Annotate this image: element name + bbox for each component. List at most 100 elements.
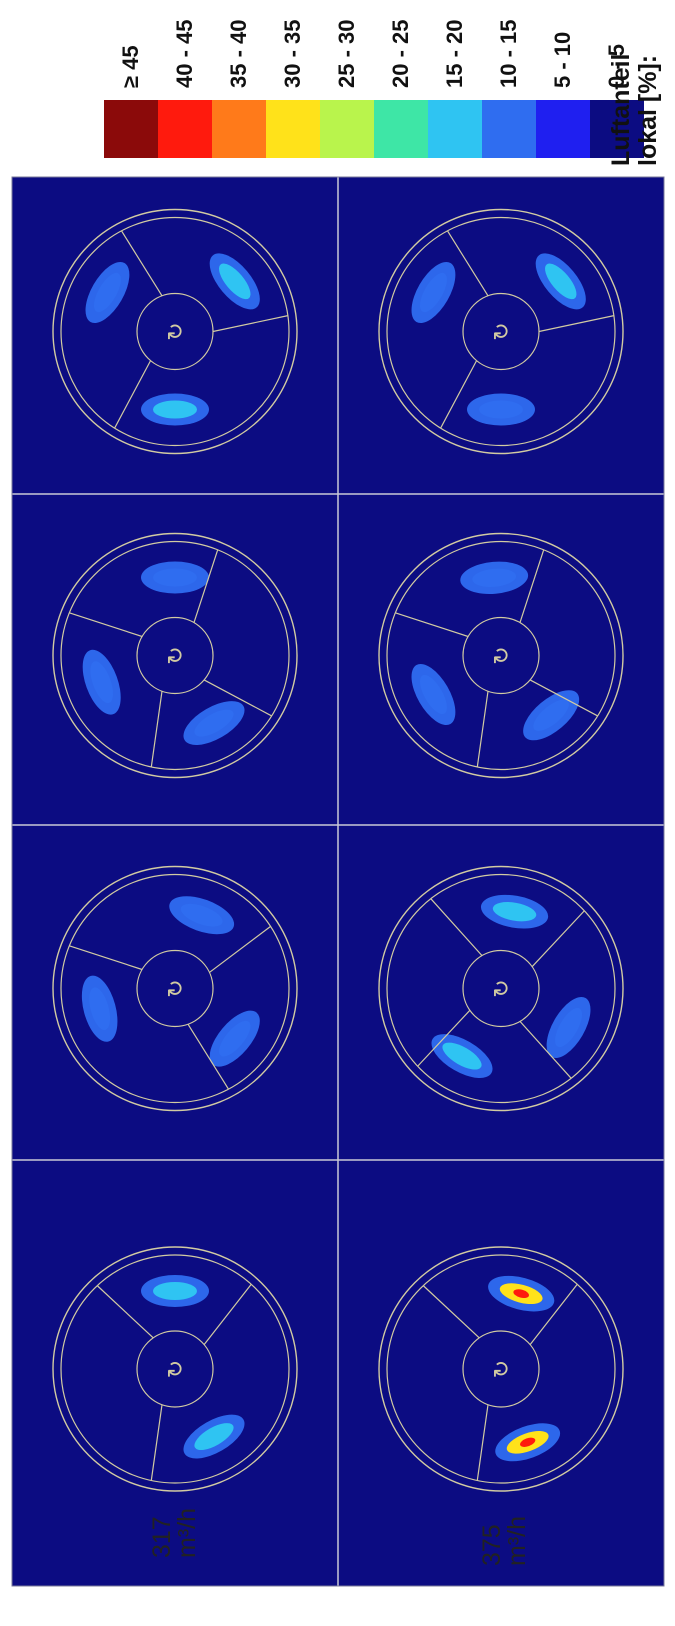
- rotation-direction-icon: ↻: [164, 979, 189, 997]
- impeller-panel-r2-c4: ↻: [378, 1246, 624, 1492]
- air-zone: [194, 709, 234, 737]
- blade-line: [120, 230, 163, 297]
- air-zone: [219, 263, 251, 300]
- legend-class-label: 35 - 40: [226, 19, 251, 89]
- blade-line: [150, 1404, 163, 1481]
- housing-outer-circle: [52, 532, 298, 779]
- blade-line: [150, 691, 163, 768]
- legend-title-line2: lokal [%]:: [634, 54, 662, 166]
- air-zone: [492, 902, 537, 922]
- panel-grid-border: [11, 176, 665, 1587]
- housing-outer-circle: [52, 208, 298, 455]
- blade-line: [538, 315, 615, 333]
- legend-swatch: [320, 100, 374, 158]
- legend-swatch: [482, 100, 536, 158]
- housing-inner-circle: [60, 540, 290, 771]
- row-label-317: 317 m³/h: [148, 1508, 201, 1558]
- impeller-panel-r2-c3: ↻: [378, 865, 624, 1112]
- air-zone-core: [520, 1437, 536, 1447]
- air-zone: [194, 1423, 234, 1451]
- impeller-panel-r1-c1: ↻: [52, 208, 298, 455]
- legend-class-label: 5 - 10: [550, 31, 575, 88]
- air-zone: [545, 263, 577, 300]
- air-zone: [93, 272, 121, 313]
- row-label-unit: m³/h: [173, 1508, 201, 1558]
- housing-inner-circle: [386, 540, 616, 771]
- housing-inner-circle: [60, 1254, 290, 1484]
- air-zone: [472, 568, 517, 587]
- legend-swatch: [590, 100, 644, 158]
- air-zone: [219, 1020, 251, 1057]
- air-zone: [180, 903, 223, 927]
- blade-line: [440, 360, 478, 429]
- blade-line: [519, 549, 545, 623]
- blade-line: [203, 1283, 252, 1345]
- blade-line: [209, 925, 271, 973]
- hub-circle: [462, 949, 540, 1028]
- legend-class-label: 20 - 25: [388, 19, 413, 89]
- legend-class-label: 0 - 5: [604, 43, 629, 88]
- housing-outer-circle: [378, 532, 624, 779]
- rotation-direction-icon: ↻: [490, 1360, 515, 1378]
- blade-line: [531, 910, 585, 968]
- blade-line: [446, 230, 489, 297]
- blade-line: [395, 612, 469, 638]
- panel-grid: ↻ ↻ ↻ ↻ ↻ ↻ ↻ ↻: [11, 176, 665, 1587]
- air-zone: [419, 272, 447, 313]
- hub-circle: [136, 1330, 214, 1408]
- air-zone: [533, 699, 569, 731]
- blade-line: [193, 549, 219, 623]
- legend-swatch: [266, 100, 320, 158]
- air-zone: [555, 1007, 583, 1048]
- legend-swatch: [536, 100, 590, 158]
- impeller-panel-r2-c2: ↻: [378, 532, 624, 779]
- air-zone: [442, 1042, 482, 1070]
- rotation-direction-icon: ↻: [490, 646, 515, 664]
- air-zone: [153, 1282, 197, 1300]
- hub-circle: [136, 616, 214, 695]
- housing-inner-circle: [60, 216, 290, 447]
- blade-line: [529, 679, 598, 717]
- blade-line: [476, 691, 489, 768]
- rotation-direction-icon: ↻: [164, 1360, 189, 1378]
- housing-outer-circle: [378, 1246, 624, 1492]
- legend-class-label: 10 - 15: [496, 19, 521, 89]
- housing-inner-circle: [386, 873, 616, 1104]
- blade-line: [417, 1009, 471, 1067]
- legend-swatch: [104, 100, 158, 158]
- housing-outer-circle: [378, 865, 624, 1112]
- blade-line: [96, 1285, 154, 1339]
- impeller-panel-r2-c1: ↻: [378, 208, 624, 455]
- hub-circle: [462, 616, 540, 695]
- row-label-value: 375: [478, 1524, 506, 1566]
- legend-class-label: 40 - 45: [172, 19, 197, 89]
- legend-class-label: 30 - 35: [280, 19, 305, 89]
- housing-outer-circle: [52, 1246, 298, 1492]
- rotation-direction-icon: ↻: [164, 646, 189, 664]
- blade-line: [519, 1021, 572, 1079]
- air-zone: [153, 400, 197, 419]
- air-zone: [89, 987, 111, 1031]
- blade-line: [476, 1404, 489, 1481]
- blade-line: [529, 1283, 578, 1345]
- legend-swatch: [158, 100, 212, 158]
- legend-class-label: 25 - 30: [334, 19, 359, 89]
- row-label-unit: m³/h: [503, 1516, 531, 1566]
- housing-inner-circle: [60, 873, 290, 1104]
- blade-line: [69, 945, 143, 971]
- legend: [104, 100, 644, 158]
- row-label-value: 317: [148, 1516, 176, 1558]
- legend-class-label: 15 - 20: [442, 19, 467, 89]
- legend-swatch: [428, 100, 482, 158]
- blade-line: [422, 1285, 480, 1339]
- blade-line: [430, 898, 483, 956]
- rotation-direction-icon: ↻: [490, 979, 515, 997]
- blade-line: [187, 1023, 230, 1090]
- row-label-375: 375 m³/h: [478, 1516, 531, 1566]
- housing-inner-circle: [386, 216, 616, 447]
- blade-line: [212, 315, 289, 333]
- legend-class-label: ≥ 45: [118, 45, 143, 88]
- impeller-panel-r1-c4: ↻: [52, 1246, 298, 1492]
- blade-line: [203, 679, 272, 717]
